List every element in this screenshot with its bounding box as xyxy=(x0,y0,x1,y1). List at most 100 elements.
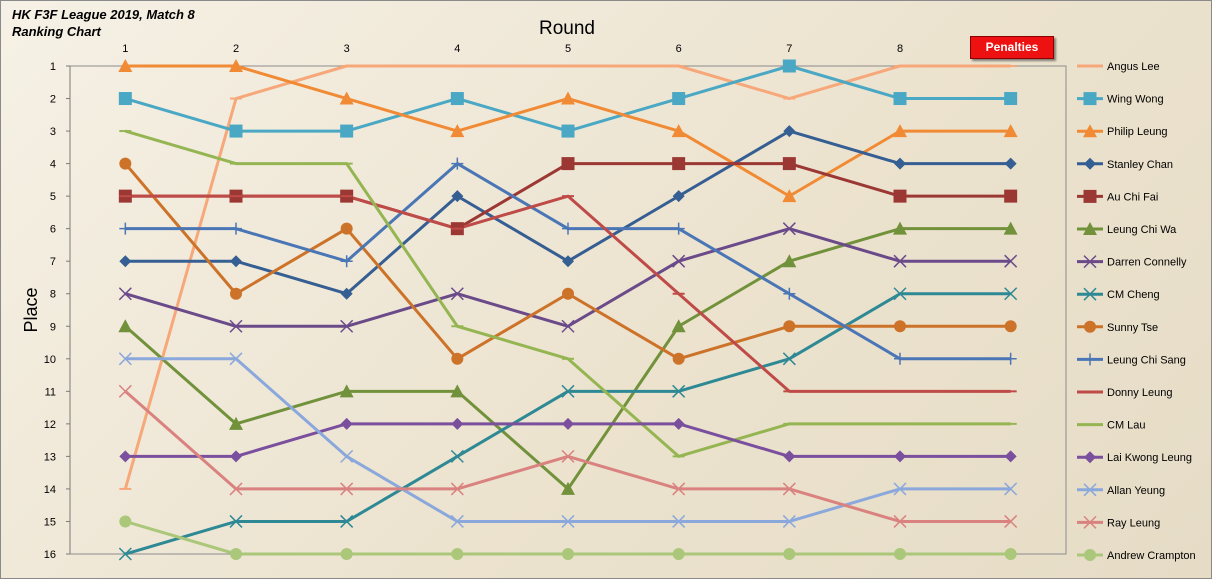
data-point xyxy=(451,548,464,560)
data-point xyxy=(229,319,243,333)
data-point xyxy=(894,320,906,333)
data-point xyxy=(230,222,242,235)
data-point xyxy=(339,384,354,398)
legend-marker xyxy=(1084,353,1096,366)
legend-label: Stanley Chan xyxy=(1107,159,1173,171)
data-point xyxy=(450,124,465,138)
data-point xyxy=(893,189,907,203)
data-point xyxy=(893,254,907,268)
data-point xyxy=(672,254,686,268)
legend-label: Darren Connelly xyxy=(1107,257,1187,269)
data-point xyxy=(894,450,906,463)
x-tick-label: 5 xyxy=(565,43,571,55)
data-point xyxy=(893,92,907,106)
data-point xyxy=(782,157,796,171)
data-point xyxy=(893,482,907,496)
legend-label: Au Chi Fai xyxy=(1107,191,1158,203)
data-point xyxy=(119,222,132,235)
data-point xyxy=(340,482,354,496)
data-point xyxy=(783,548,796,560)
penalties-button[interactable]: Penalties xyxy=(970,36,1054,59)
y-tick-label: 13 xyxy=(44,451,56,463)
data-point xyxy=(1004,548,1017,560)
data-point xyxy=(893,124,907,138)
y-tick-label: 10 xyxy=(44,354,56,366)
data-point xyxy=(561,449,575,463)
data-point xyxy=(339,91,354,105)
data-point xyxy=(782,189,797,203)
data-point xyxy=(340,287,353,300)
data-point xyxy=(672,482,686,496)
data-point xyxy=(783,125,796,138)
data-point xyxy=(782,59,796,73)
x-tick-label: 2 xyxy=(233,43,239,55)
data-point xyxy=(1004,287,1018,301)
data-point xyxy=(783,287,796,300)
legend-marker xyxy=(1083,287,1097,301)
data-point xyxy=(782,352,796,366)
x-axis-title: Round xyxy=(539,18,595,39)
data-point xyxy=(1003,221,1018,235)
legend-label: Leung Chi Wa xyxy=(1107,224,1177,236)
data-point xyxy=(1004,254,1018,268)
data-point xyxy=(561,319,575,333)
data-point xyxy=(783,450,796,463)
data-point xyxy=(1004,450,1017,463)
data-point xyxy=(230,255,242,268)
data-point xyxy=(118,384,132,398)
data-point xyxy=(671,319,686,333)
legend-label: CM Lau xyxy=(1107,420,1146,432)
legend-marker xyxy=(1084,549,1096,561)
x-tick-label: 4 xyxy=(454,43,460,55)
y-tick-label: 9 xyxy=(50,321,56,333)
y-tick-label: 12 xyxy=(44,419,56,431)
data-point xyxy=(672,92,686,106)
chart-title-line1: HK F3F League 2019, Match 8 xyxy=(12,7,195,22)
data-point xyxy=(119,157,132,170)
data-point xyxy=(1004,189,1018,203)
data-point xyxy=(672,157,686,171)
data-point xyxy=(229,59,243,72)
legend-marker xyxy=(1084,157,1096,170)
data-point xyxy=(1004,157,1017,170)
data-point xyxy=(451,190,464,203)
data-point xyxy=(340,222,353,235)
legend-label: Philip Leung xyxy=(1107,126,1168,138)
data-point xyxy=(561,91,575,105)
data-point xyxy=(894,157,906,170)
legend-label: CM Cheng xyxy=(1107,289,1160,301)
y-tick-label: 6 xyxy=(50,224,56,236)
chart-title-line2: Ranking Chart xyxy=(12,24,101,39)
data-point xyxy=(894,548,906,560)
data-point xyxy=(562,417,574,430)
legend-marker xyxy=(1083,189,1097,203)
data-point xyxy=(562,287,574,300)
y-tick-label: 5 xyxy=(50,191,56,203)
data-point xyxy=(672,190,685,203)
data-point xyxy=(1004,92,1018,106)
data-point xyxy=(783,320,796,333)
data-point xyxy=(893,221,907,235)
legend-label: Sunny Tse xyxy=(1107,322,1158,334)
data-point xyxy=(450,287,464,301)
data-point xyxy=(782,222,796,236)
data-point xyxy=(450,449,464,463)
data-point xyxy=(450,92,464,106)
y-tick-label: 14 xyxy=(44,484,56,496)
data-point xyxy=(118,352,132,366)
legend-marker xyxy=(1084,451,1096,464)
data-point xyxy=(229,514,243,528)
data-point xyxy=(118,319,133,333)
data-point xyxy=(118,547,132,561)
data-point xyxy=(229,352,243,366)
legend-marker xyxy=(1083,222,1097,235)
y-tick-label: 11 xyxy=(45,386,56,398)
data-point xyxy=(672,352,685,365)
data-point xyxy=(340,319,354,333)
y-tick-label: 8 xyxy=(50,289,56,301)
legend-label: Ray Leung xyxy=(1107,517,1160,529)
y-tick-label: 2 xyxy=(50,94,56,106)
data-point xyxy=(340,449,354,463)
data-point xyxy=(561,384,575,398)
